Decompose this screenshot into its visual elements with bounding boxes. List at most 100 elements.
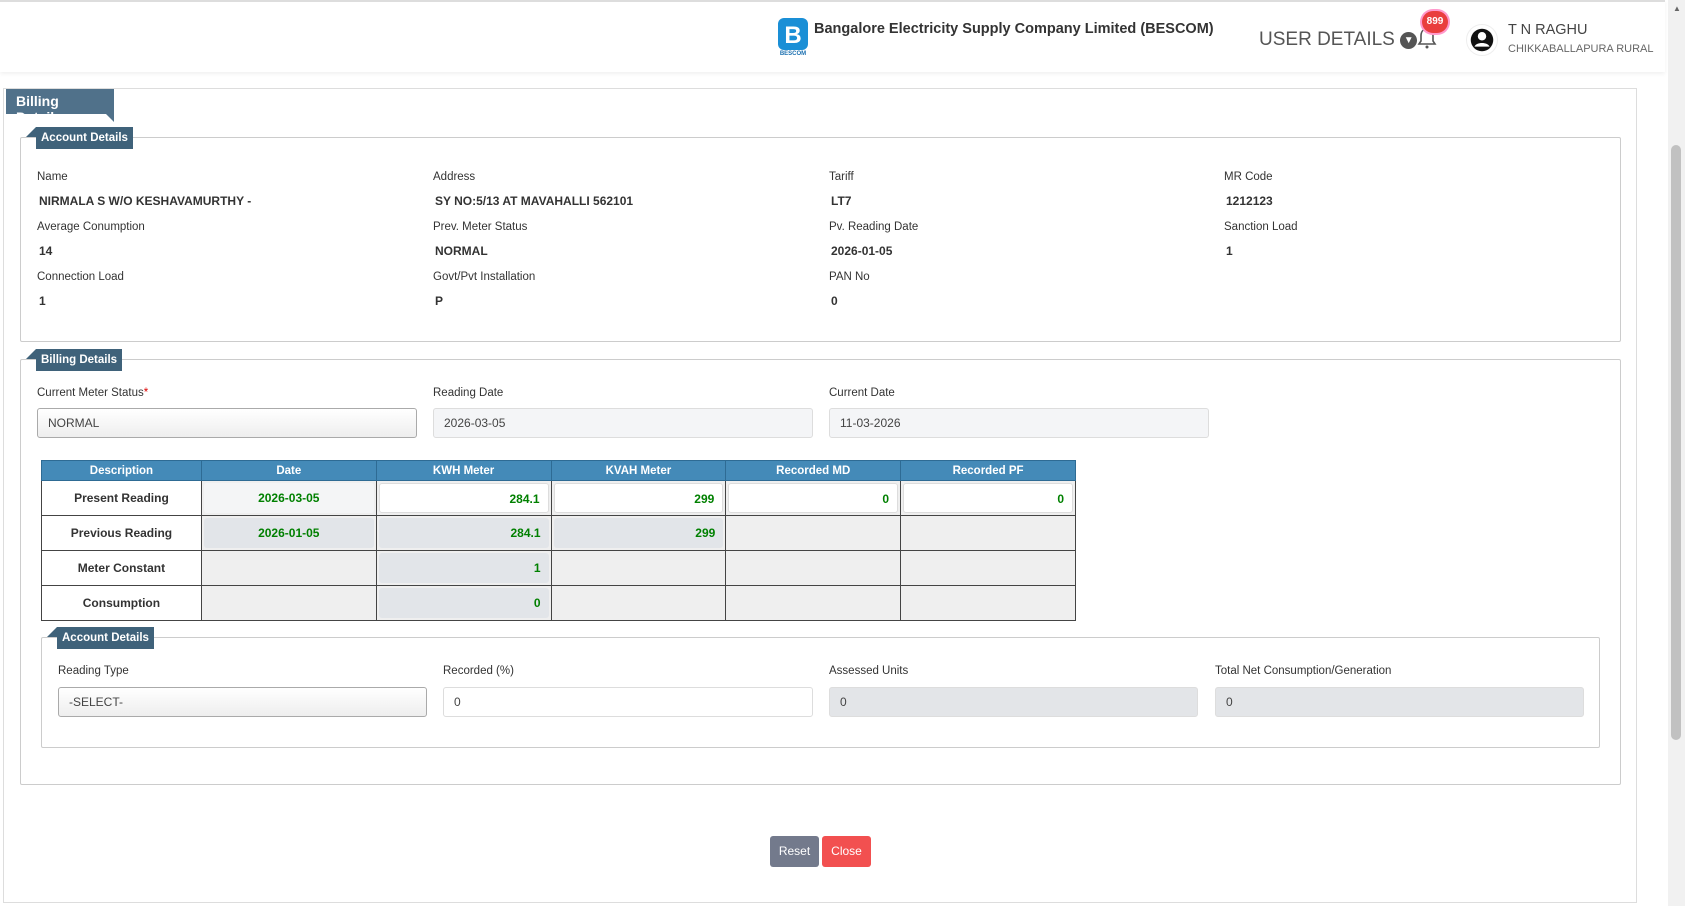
assessed-units-input[interactable]: 0 <box>829 687 1198 717</box>
field-value: 1212123 <box>1226 194 1273 208</box>
reading-type-label: Reading Type <box>58 665 129 677</box>
account-details-section-2 <box>41 637 1600 748</box>
user-name: T N RAGHU <box>1508 22 1588 38</box>
table-cell <box>550 585 727 621</box>
table-cell: 299 <box>550 515 727 551</box>
field-value: NIRMALA S W/O KESHAVAMURTHY - <box>39 194 252 208</box>
field-label: PAN No <box>829 271 870 283</box>
total-net-label: Total Net Consumption/Generation <box>1215 665 1392 677</box>
table-cell <box>900 550 1076 586</box>
account-details-legend-2: Account Details <box>57 627 154 649</box>
cell-input[interactable]: 299 <box>553 518 724 548</box>
field-value: P <box>435 294 444 308</box>
table-cell: 0 <box>900 480 1076 516</box>
table-cell <box>725 550 902 586</box>
field-value: LT7 <box>831 194 852 208</box>
table-cell: 299 <box>550 480 727 516</box>
scrollbar-thumb[interactable] <box>1671 145 1681 740</box>
chevron-down-icon: ▼ <box>1400 32 1418 49</box>
close-button[interactable]: Close <box>822 836 871 867</box>
cell-input[interactable]: 284.1 <box>378 483 549 513</box>
field-value: SY NO:5/13 AT MAVAHALLI 562101 <box>435 194 634 208</box>
column-header: KWH Meter <box>375 460 552 481</box>
table-cell: 0 <box>725 480 902 516</box>
cell-input[interactable]: 2026-03-05 <box>203 483 374 513</box>
svg-text:BESCOM: BESCOM <box>780 51 806 56</box>
legend-corner <box>26 349 36 359</box>
page-title: Billing Details <box>6 89 114 125</box>
cell-input[interactable]: 0 <box>903 483 1073 513</box>
row-description: Present Reading <box>41 480 202 516</box>
cell-input[interactable]: 0 <box>378 588 549 618</box>
current-date-label: Current Date <box>829 387 895 399</box>
billing-details-section <box>20 359 1621 785</box>
table-row: Present Reading 2026-03-05 284.1 299 0 0 <box>41 480 1076 516</box>
legend-corner <box>26 127 36 137</box>
billing-details-legend: Billing Details <box>36 349 123 371</box>
account-details-legend: Account Details <box>36 127 133 149</box>
table-cell <box>900 585 1076 621</box>
row-description: Previous Reading <box>41 515 202 551</box>
table-row: Meter Constant 1 <box>41 550 1076 586</box>
table-cell: 284.1 <box>375 480 552 516</box>
row-description: Meter Constant <box>41 550 202 586</box>
cell-input[interactable]: 299 <box>553 483 724 513</box>
user-details-menu[interactable]: USER DETAILS ▼ <box>1259 29 1418 51</box>
table-cell <box>200 550 377 586</box>
column-header: Recorded PF <box>900 460 1076 481</box>
field-label: Govt/Pvt Installation <box>433 271 536 283</box>
field-label: Name <box>37 171 68 183</box>
table-cell: 2026-01-05 <box>200 515 377 551</box>
cell-input[interactable]: 1 <box>378 553 549 583</box>
cell-input[interactable]: 284.1 <box>378 518 549 548</box>
field-label: Connection Load <box>37 271 124 283</box>
field-value: 1 <box>1226 244 1233 258</box>
table-cell <box>200 585 377 621</box>
assessed-units-label: Assessed Units <box>829 665 909 677</box>
company-name: Bangalore Electricity Supply Company Lim… <box>814 21 1214 37</box>
table-cell: 0 <box>375 585 552 621</box>
avatar[interactable] <box>1466 24 1498 56</box>
column-header: Recorded MD <box>725 460 902 481</box>
field-label: Prev. Meter Status <box>433 221 528 233</box>
field-label: Average Conumption <box>37 221 145 233</box>
reset-button[interactable]: Reset <box>770 836 819 867</box>
svg-text:B: B <box>784 22 801 49</box>
current-date-input[interactable]: 11-03-2026 <box>829 408 1209 438</box>
table-cell: 2026-03-05 <box>200 480 377 516</box>
table-row: Previous Reading 2026-01-05 284.1 299 <box>41 515 1076 551</box>
table-cell: 284.1 <box>375 515 552 551</box>
table-cell <box>725 515 902 551</box>
field-value: 14 <box>39 244 53 258</box>
table-cell <box>725 585 902 621</box>
table-cell: 1 <box>375 550 552 586</box>
total-net-input[interactable]: 0 <box>1215 687 1584 717</box>
table-row: Consumption 0 <box>41 585 1076 621</box>
field-value: NORMAL <box>435 244 488 258</box>
top-bar: B BESCOM Bangalore Electricity Supply Com… <box>0 0 1665 72</box>
field-value: 2026-01-05 <box>831 244 893 258</box>
row-description: Consumption <box>41 585 202 621</box>
recorded-label: Recorded (%) <box>443 665 514 677</box>
cell-input[interactable]: 2026-01-05 <box>203 518 374 548</box>
cell-input[interactable]: 0 <box>728 483 899 513</box>
account-details-section <box>20 137 1621 342</box>
user-details-label: USER DETAILS <box>1259 29 1395 50</box>
recorded-input[interactable]: 0 <box>443 687 813 717</box>
readings-table: Description Date KWH Meter KVAH Meter Record… <box>41 460 1076 621</box>
meter-status-select[interactable]: NORMAL <box>37 408 417 438</box>
table-cell <box>900 515 1076 551</box>
notification-badge: 899 <box>1422 11 1448 33</box>
table-cell <box>550 550 727 586</box>
field-value: 0 <box>831 294 838 308</box>
column-header: KVAH Meter <box>550 460 727 481</box>
reading-date-input[interactable]: 2026-03-05 <box>433 408 813 438</box>
user-location: CHIKKABALLAPURA RURAL <box>1508 43 1654 55</box>
reading-date-label: Reading Date <box>433 387 504 399</box>
meter-status-label: Current Meter Status* <box>37 387 149 399</box>
field-label: Sanction Load <box>1224 221 1298 233</box>
reading-type-select[interactable]: -SELECT- <box>58 687 427 717</box>
tab-corner <box>106 114 114 122</box>
field-value: 1 <box>39 294 46 308</box>
field-label: Pv. Reading Date <box>829 221 919 233</box>
